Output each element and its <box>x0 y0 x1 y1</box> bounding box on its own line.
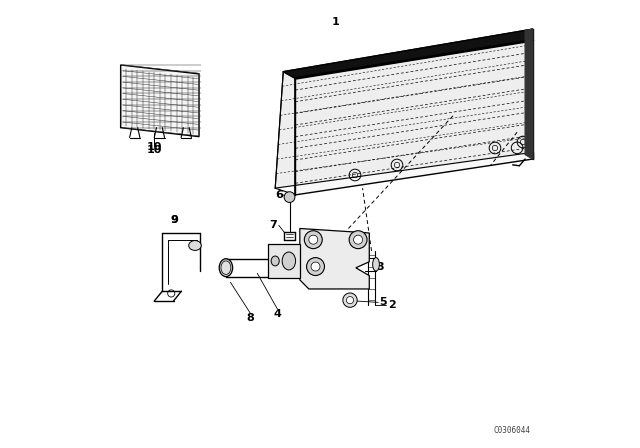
Text: 9: 9 <box>170 215 179 224</box>
Polygon shape <box>269 244 300 278</box>
Ellipse shape <box>372 258 380 271</box>
Circle shape <box>284 192 295 202</box>
Polygon shape <box>300 228 369 289</box>
Ellipse shape <box>271 256 279 266</box>
Circle shape <box>346 297 353 304</box>
Ellipse shape <box>221 261 231 274</box>
Text: 8: 8 <box>246 313 255 323</box>
Ellipse shape <box>189 241 201 250</box>
Text: 5: 5 <box>379 297 387 307</box>
Text: 7: 7 <box>269 220 277 230</box>
Circle shape <box>309 235 318 244</box>
Circle shape <box>349 231 367 249</box>
Ellipse shape <box>219 259 233 277</box>
Text: 3: 3 <box>377 262 384 271</box>
Text: C0306044: C0306044 <box>493 426 531 435</box>
Ellipse shape <box>282 252 296 270</box>
Text: 6: 6 <box>275 190 283 200</box>
Text: 10: 10 <box>147 142 162 152</box>
Circle shape <box>343 293 357 307</box>
Circle shape <box>305 231 323 249</box>
Text: 4: 4 <box>273 309 282 319</box>
Polygon shape <box>525 29 533 159</box>
Polygon shape <box>296 40 533 195</box>
Circle shape <box>353 235 362 244</box>
Polygon shape <box>275 29 533 188</box>
Text: 9: 9 <box>170 215 179 224</box>
Text: 10: 10 <box>147 145 162 155</box>
Polygon shape <box>121 65 199 137</box>
Text: 1: 1 <box>332 17 340 26</box>
Text: 2: 2 <box>388 300 396 310</box>
Polygon shape <box>284 29 533 78</box>
Circle shape <box>311 262 320 271</box>
Circle shape <box>307 258 324 276</box>
